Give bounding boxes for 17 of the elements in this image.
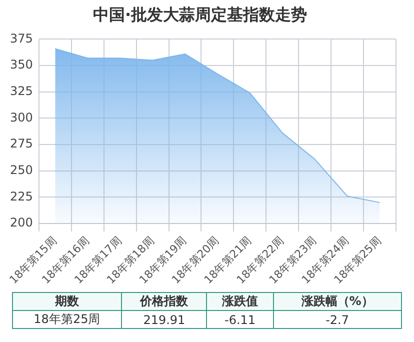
y-tick-label: 325 bbox=[10, 84, 33, 98]
y-tick-label: 200 bbox=[10, 216, 33, 230]
text: -6.11 bbox=[206, 310, 274, 328]
text: -2.7 bbox=[273, 310, 402, 328]
chart-title: 中国·批发大蒜周定基指数走势 bbox=[92, 4, 308, 24]
text: 涨跌幅（%） bbox=[273, 292, 402, 310]
y-tick-label: 375 bbox=[10, 31, 33, 46]
text: 18年第25周 bbox=[12, 310, 122, 328]
text: 价格指数 bbox=[121, 292, 207, 310]
y-tick-label: 275 bbox=[10, 136, 33, 151]
text: 期数 bbox=[12, 292, 122, 310]
y-tick-label: 300 bbox=[10, 110, 33, 124]
text: 涨跌值 bbox=[206, 292, 274, 310]
y-tick-label: 250 bbox=[10, 162, 33, 177]
text: 219.91 bbox=[121, 310, 207, 328]
y-tick-label: 350 bbox=[10, 58, 33, 72]
y-tick-label: 225 bbox=[10, 189, 33, 204]
